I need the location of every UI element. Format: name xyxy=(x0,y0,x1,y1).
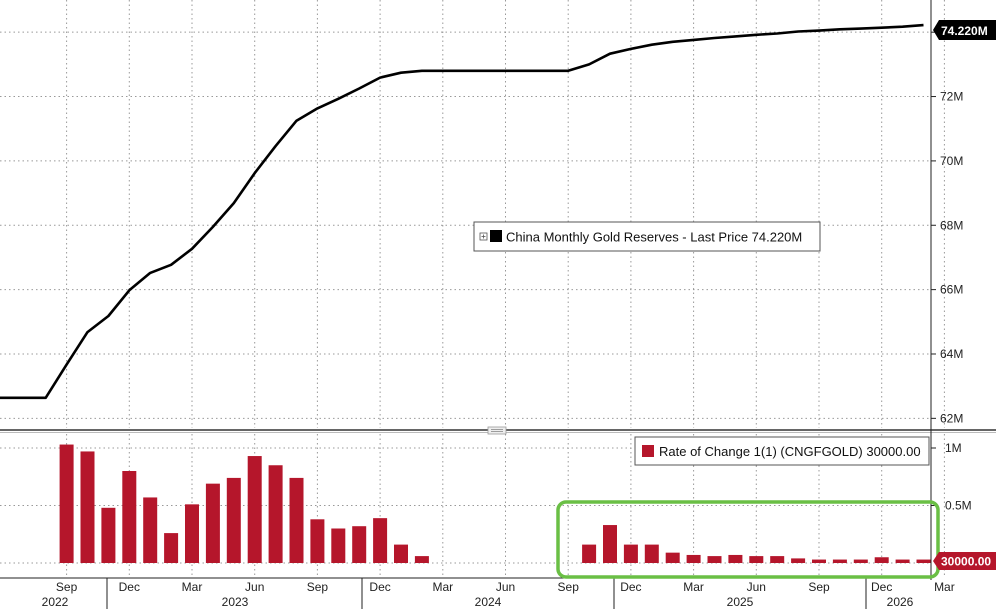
x-tick-label: Jun xyxy=(747,580,766,594)
roc-bar[interactable] xyxy=(791,558,806,563)
legend-swatch-black xyxy=(490,230,502,242)
y-tick-label: 64M xyxy=(940,347,963,361)
roc-bar[interactable] xyxy=(665,552,680,563)
x-tick-label: Sep xyxy=(558,580,580,594)
roc-bar[interactable] xyxy=(289,477,304,563)
x-tick-label: Jun xyxy=(496,580,515,594)
y-tick-label: 0.5M xyxy=(945,499,972,513)
roc-bar[interactable] xyxy=(268,465,283,563)
roc-bar[interactable] xyxy=(226,477,241,563)
roc-bar[interactable] xyxy=(707,556,722,563)
roc-bar[interactable] xyxy=(770,556,785,563)
roc-bar[interactable] xyxy=(603,525,617,563)
x-tick-label: Sep xyxy=(808,580,830,594)
y-tick-label: 68M xyxy=(940,218,963,232)
roc-bar[interactable] xyxy=(853,559,868,563)
y-tick-label: 72M xyxy=(940,90,963,104)
y-tick-label: 66M xyxy=(940,283,963,297)
line-legend-label: China Monthly Gold Reserves - Last Price… xyxy=(506,230,802,245)
x-tick-label: Dec xyxy=(620,580,641,594)
y-tick-label: 62M xyxy=(940,411,963,425)
line-legend[interactable]: China Monthly Gold Reserves - Last Price… xyxy=(473,221,821,252)
roc-bar[interactable] xyxy=(373,518,388,563)
roc-bar[interactable] xyxy=(728,554,743,563)
roc-bar[interactable] xyxy=(394,544,408,563)
gridlines xyxy=(0,0,945,578)
bar-last-value-text: 30000.00 xyxy=(941,555,991,569)
roc-bar[interactable] xyxy=(331,528,346,564)
highlight-box xyxy=(556,500,940,579)
roc-bar[interactable] xyxy=(749,556,764,563)
x-tick-label: Dec xyxy=(369,580,390,594)
y-tick-label: 70M xyxy=(940,154,963,168)
roc-bar[interactable] xyxy=(352,526,367,563)
roc-bar[interactable] xyxy=(185,504,199,563)
gold-reserves-line-layer xyxy=(0,23,924,400)
roc-bar[interactable] xyxy=(414,556,429,563)
roc-bar[interactable] xyxy=(101,507,116,563)
line-last-value-tag: 74.220M xyxy=(933,20,996,40)
roc-bar[interactable] xyxy=(812,559,826,563)
legend-swatch-red xyxy=(642,445,654,457)
bar-last-value-tag: 30000.00 xyxy=(933,552,996,570)
x-tick-label: Dec xyxy=(119,580,140,594)
roc-bar[interactable] xyxy=(122,471,137,563)
x-tick-label: Sep xyxy=(307,580,329,594)
roc-bar[interactable] xyxy=(895,559,910,563)
roc-bar[interactable] xyxy=(247,456,262,563)
year-label: 2024 xyxy=(475,595,502,609)
roc-bar[interactable] xyxy=(164,533,179,563)
gold-reserves-line[interactable] xyxy=(0,23,924,400)
year-label: 2023 xyxy=(222,595,249,609)
x-tick-label: Mar xyxy=(934,580,955,594)
roc-bar[interactable] xyxy=(644,544,659,563)
divider-handle-icon[interactable] xyxy=(487,426,507,435)
roc-bars xyxy=(59,444,931,564)
y-tick-label: 1M xyxy=(945,441,962,455)
roc-bar[interactable] xyxy=(832,559,847,563)
x-tick-label: Mar xyxy=(432,580,453,594)
roc-bar[interactable] xyxy=(59,444,74,563)
roc-bar[interactable] xyxy=(916,559,931,563)
x-tick-label: Sep xyxy=(56,580,78,594)
bar-legend-label: Rate of Change 1(1) (CNGFGOLD) 30000.00 xyxy=(659,444,921,459)
line-last-value-text: 74.220M xyxy=(941,24,988,38)
roc-bar[interactable] xyxy=(582,544,597,563)
bar-legend[interactable]: Rate of Change 1(1) (CNGFGOLD) 30000.00 xyxy=(634,436,930,466)
roc-bar[interactable] xyxy=(874,557,889,563)
roc-bar[interactable] xyxy=(80,451,95,563)
x-tick-label: Mar xyxy=(683,580,704,594)
roc-bar[interactable] xyxy=(623,544,638,563)
year-label: 2025 xyxy=(727,595,754,609)
x-axis-ticks: Sep Dec Mar Jun Sep Dec Mar Jun Sep Dec Mar Jun Sep D… xyxy=(42,578,955,609)
year-label: 2026 xyxy=(887,595,914,609)
x-tick-label: Dec xyxy=(871,580,892,594)
roc-bar[interactable] xyxy=(310,519,325,563)
year-label: 2022 xyxy=(42,595,69,609)
roc-bar[interactable] xyxy=(205,483,220,563)
roc-bar[interactable] xyxy=(143,497,158,563)
x-tick-label: Jun xyxy=(245,580,264,594)
roc-bar[interactable] xyxy=(686,554,701,563)
x-tick-label: Mar xyxy=(182,580,203,594)
